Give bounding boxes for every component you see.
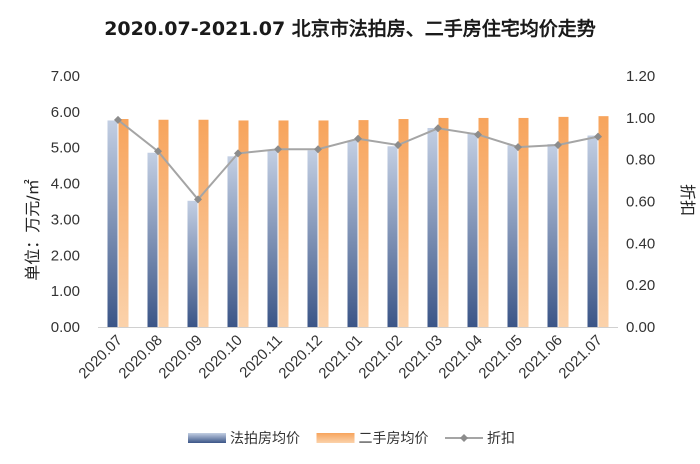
x-axis-ticks: 2020.072020.082020.092020.102020.112020.…: [75, 332, 605, 382]
right-tick-label: 0.60: [626, 194, 655, 211]
discount-point: [394, 141, 402, 150]
left-tick-label: 1.00: [51, 283, 80, 300]
right-tick-label: 1.20: [626, 68, 655, 85]
auction-price-bar: [427, 127, 438, 327]
legend: 法拍房均价 二手房均价 折扣: [188, 431, 515, 447]
x-tick-label: 2021.07: [555, 332, 605, 382]
right-axis-title: 折扣: [678, 184, 697, 216]
second-hand-price-bar: [598, 116, 609, 327]
x-tick-label: 2020.09: [155, 332, 205, 382]
left-axis-ticks: 0.00 1.00 2.00 3.00 4.00 5.00 6.00 7.00: [51, 68, 80, 336]
discount-point: [434, 124, 442, 133]
auction-price-bar: [227, 156, 238, 327]
x-tick-label: 2020.08: [115, 332, 165, 382]
second-hand-price-bar: [198, 119, 209, 327]
second-hand-price-bar: [438, 117, 449, 328]
discount-point: [594, 132, 602, 141]
second-hand-price-bar: [318, 120, 329, 327]
second-hand-price-bar: [518, 117, 529, 328]
second-hand-price-bar: [278, 120, 289, 327]
discount-point: [234, 149, 242, 158]
bars: [107, 116, 609, 328]
right-tick-label: 0.40: [626, 235, 655, 252]
auction-price-bar: [507, 145, 518, 327]
auction-price-bar: [187, 200, 198, 327]
legend-marker: [460, 434, 468, 442]
auction-price-bar: [547, 144, 558, 327]
x-tick-label: 2020.10: [195, 332, 245, 382]
second-hand-price-bar: [558, 116, 569, 328]
discount-point: [154, 147, 162, 156]
x-tick-label: 2021.03: [395, 332, 445, 382]
x-tick-label: 2021.01: [315, 332, 365, 382]
second-hand-price-bar: [478, 117, 489, 328]
auction-price-bar: [587, 135, 598, 327]
discount-line-series: [114, 115, 602, 204]
x-tick-label: 2021.04: [435, 332, 485, 382]
second-hand-price-bar: [158, 119, 169, 327]
auction-price-bar: [307, 150, 318, 327]
second-hand-price-bar: [398, 119, 409, 328]
discount-point: [514, 143, 522, 152]
x-tick-label: 2021.02: [355, 332, 405, 382]
left-tick-label: 6.00: [51, 104, 80, 121]
chart-title: 2020.07-2021.07 北京市法拍房、二手房住宅均价走势: [104, 18, 596, 40]
second-hand-price-bar: [358, 120, 369, 328]
discount-point: [274, 145, 282, 154]
legend-swatch: [316, 433, 355, 443]
right-tick-label: 0.20: [626, 277, 655, 294]
discount-point: [314, 145, 322, 154]
left-tick-label: 2.00: [51, 247, 80, 264]
discount-point: [474, 130, 482, 139]
x-tick-label: 2021.06: [515, 332, 565, 382]
left-tick-label: 0.00: [51, 319, 80, 336]
discount-point: [114, 115, 122, 124]
right-tick-label: 0.00: [626, 319, 655, 336]
right-tick-label: 1.00: [626, 110, 655, 127]
discount-point: [354, 134, 362, 143]
left-axis-title: 单位：万元/㎡: [23, 179, 42, 280]
left-tick-label: 5.00: [51, 140, 80, 157]
auction-price-bar: [107, 120, 118, 327]
legend-swatch: [188, 433, 226, 443]
legend-label: 法拍房均价: [230, 431, 300, 447]
auction-price-bar: [147, 152, 158, 327]
left-tick-label: 4.00: [51, 176, 80, 193]
discount-point: [194, 195, 202, 204]
second-hand-price-bar: [118, 119, 129, 328]
second-hand-price-bar: [238, 120, 249, 327]
x-tick-label: 2020.12: [275, 332, 325, 382]
left-tick-label: 7.00: [51, 68, 80, 85]
x-tick-label: 2020.07: [75, 332, 125, 382]
right-axis-ticks: 0.00 0.20 0.40 0.60 0.80 1.00 1.20: [626, 68, 655, 336]
left-tick-label: 3.00: [51, 211, 80, 228]
auction-price-bar: [467, 132, 478, 327]
legend-label: 二手房均价: [359, 431, 429, 447]
auction-price-bar: [267, 149, 278, 327]
legend-label: 折扣: [487, 431, 515, 447]
auction-price-bar: [347, 140, 358, 327]
x-tick-label: 2021.05: [475, 332, 525, 382]
right-tick-label: 0.80: [626, 152, 655, 169]
discount-point: [554, 141, 562, 150]
auction-price-bar: [387, 146, 398, 327]
